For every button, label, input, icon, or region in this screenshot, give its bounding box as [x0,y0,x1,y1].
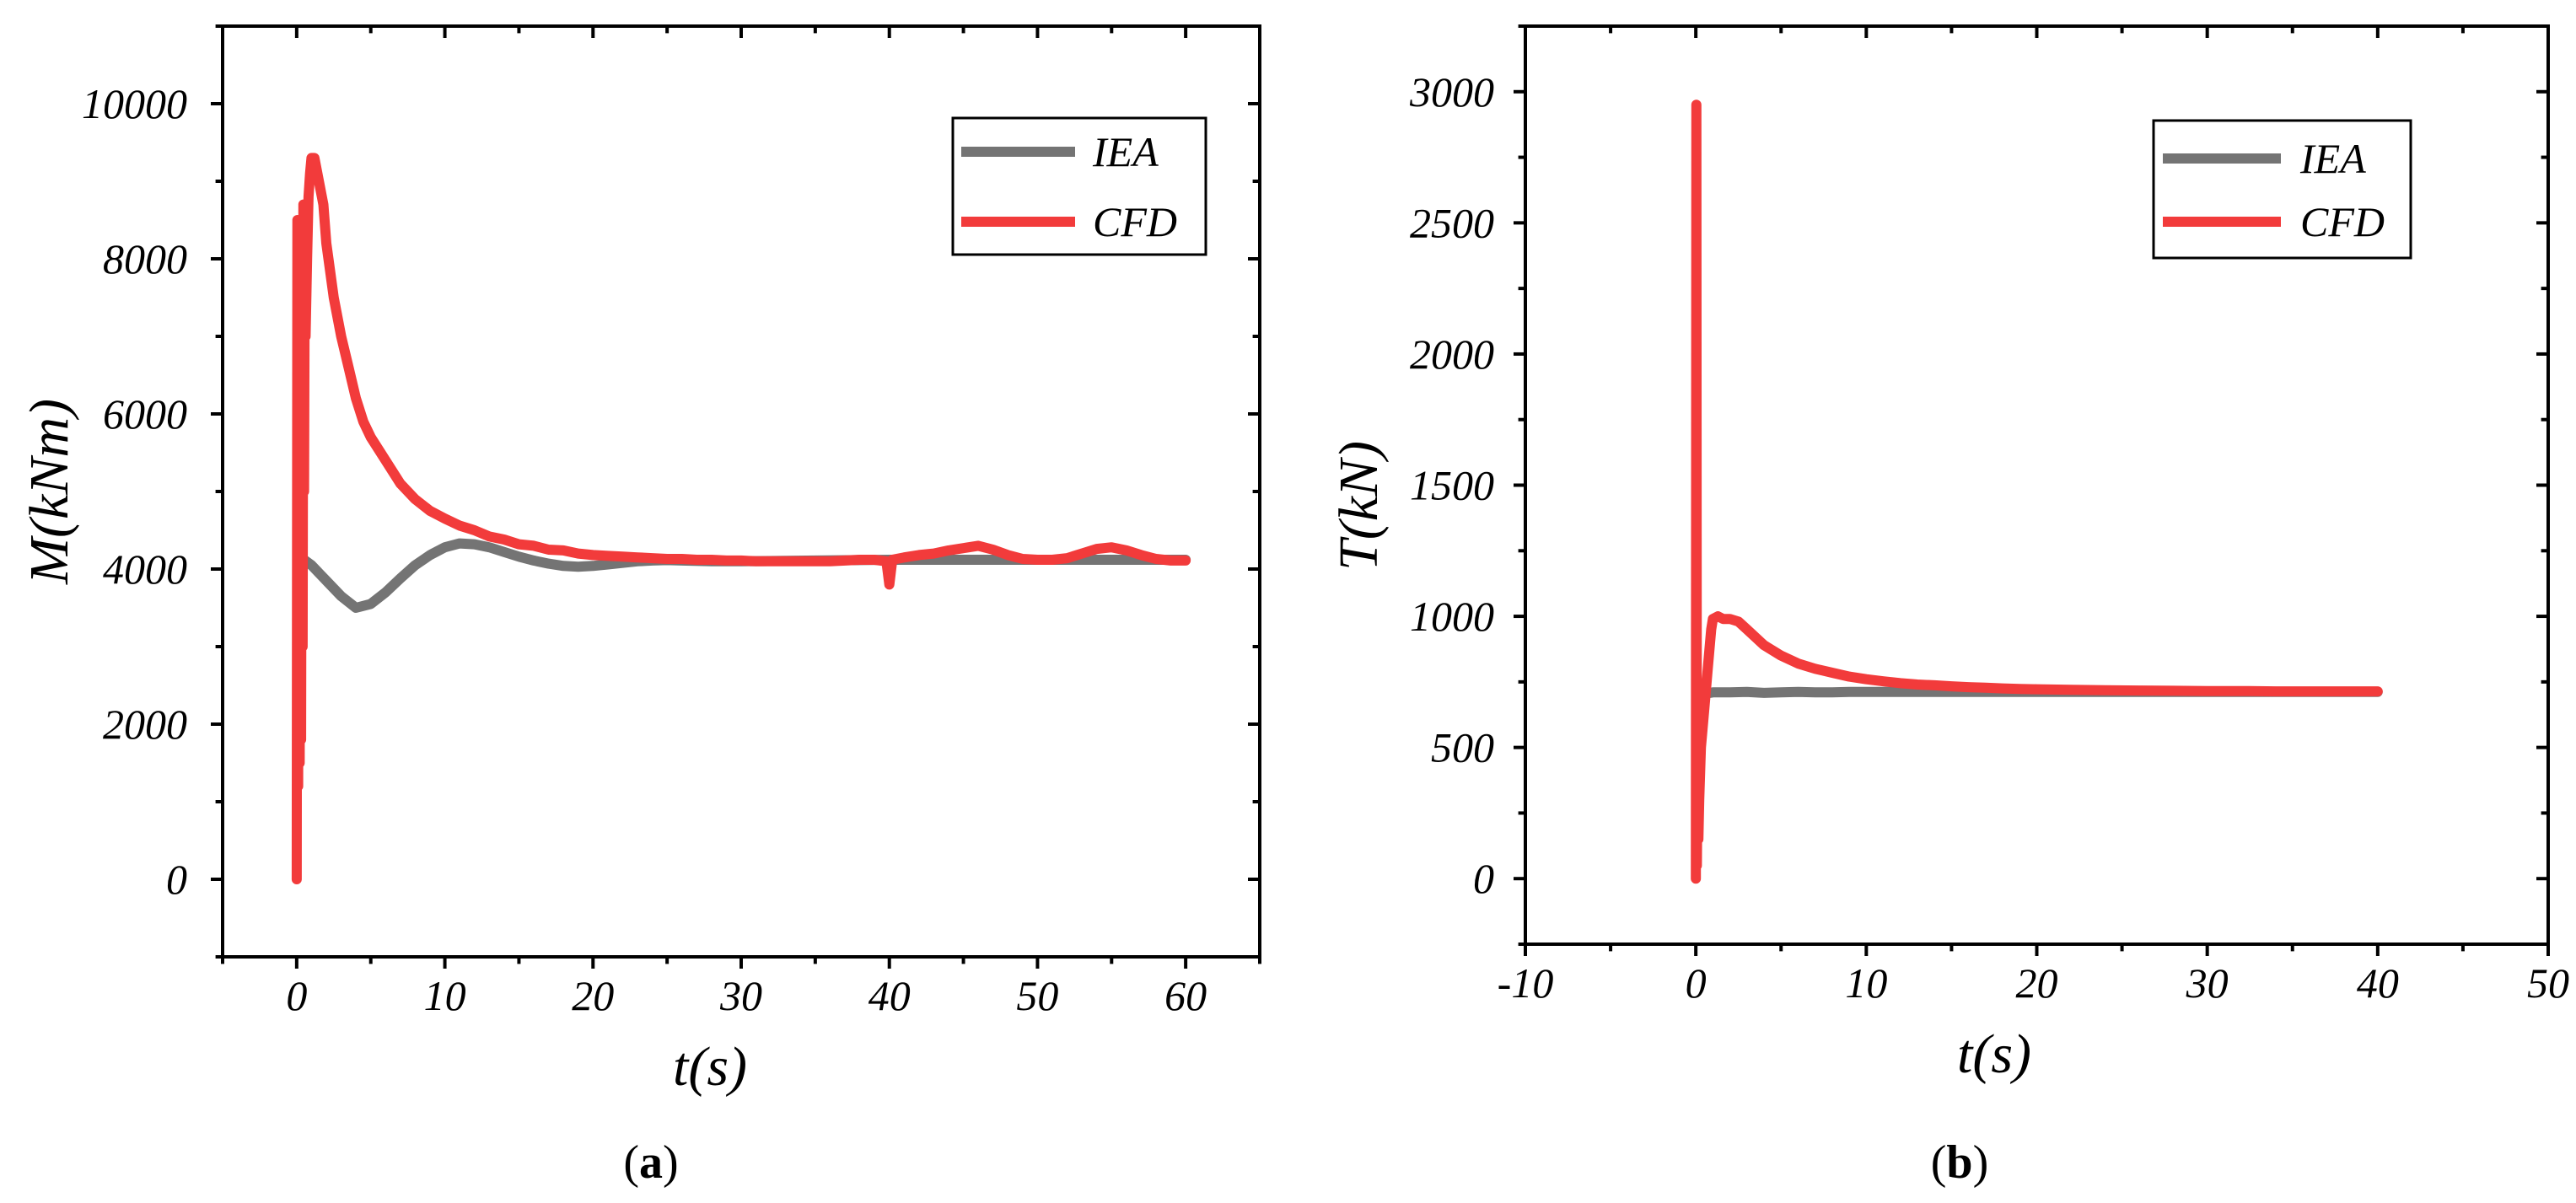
panel-b-x-axis-title: t(s) [1957,1023,2031,1085]
y-tick-label: 500 [1431,724,1494,771]
y-tick-label: 2000 [103,701,187,748]
x-tick-label: 30 [2186,959,2229,1007]
panel-a-legend: IEA CFD [951,116,1207,256]
x-tick-label: -10 [1498,959,1554,1007]
y-tick-label: 0 [166,856,187,903]
panel-b-y-axis-title: T(kN) [1328,441,1390,571]
panel-a-caption-letter: a [639,1136,663,1189]
panel-b-legend-box [2152,119,2412,260]
y-tick-label: 1500 [1410,462,1494,509]
y-tick-label: 6000 [103,390,187,438]
panel-a: 0 10 20 30 40 50 60 0 2000 4000 6000 8000 10000 IEA … [19,24,1261,1189]
panel-b-series [1691,99,2383,884]
panel-a-legend-label-cfd: CFD [1093,198,1177,245]
x-tick-label: 20 [2016,959,2058,1007]
x-tick-label: 60 [1164,972,1207,1019]
panel-b-legend-label-cfd: CFD [2300,198,2385,245]
x-tick-label: 20 [572,972,614,1019]
x-tick-label: 30 [719,972,762,1019]
panel-a-legend-box [951,116,1207,256]
x-tick-label: 10 [1845,959,1887,1007]
panel-b-legend-label-iea: IEA [2299,135,2366,182]
y-tick-label: 10000 [82,80,187,127]
panel-a-legend-label-iea: IEA [1092,128,1159,175]
panel-b-caption: (b) [1931,1136,1988,1189]
panel-a-plot-frame [221,24,1261,959]
series-iea-line [294,538,1191,613]
panel-a-y-axis-title: M(kNm) [19,399,80,585]
x-tick-label: 0 [286,972,307,1019]
x-tick-label: 40 [2357,959,2399,1007]
panel-b-plot-frame [1524,24,2550,946]
y-tick-label: 4000 [103,545,187,593]
y-tick-label: 0 [1473,855,1494,902]
x-tick-label: 0 [1686,959,1707,1007]
panel-b-legend: IEA CFD [2152,119,2412,260]
panel-a-series [291,153,1191,884]
y-tick-label: 2000 [1410,330,1494,378]
panel-b-caption-letter: b [1946,1136,1972,1189]
series-cfd-line [1691,99,2383,884]
y-tick-label: 3000 [1409,68,1494,115]
x-tick-label: 50 [2527,959,2569,1007]
panel-a-x-axis-title: t(s) [673,1036,747,1098]
panel-a-ticks: 0 10 20 30 40 50 60 0 2000 4000 6000 8000 10000 [82,24,1261,1019]
x-tick-label: 40 [869,972,911,1019]
panel-a-caption: (a) [623,1136,678,1189]
y-tick-label: 8000 [103,235,187,282]
x-tick-label: 10 [424,972,466,1019]
series-cfd-line [291,153,1191,884]
y-tick-label: 1000 [1410,593,1494,640]
x-tick-label: 50 [1016,972,1058,1019]
y-tick-label: 2500 [1410,199,1494,246]
